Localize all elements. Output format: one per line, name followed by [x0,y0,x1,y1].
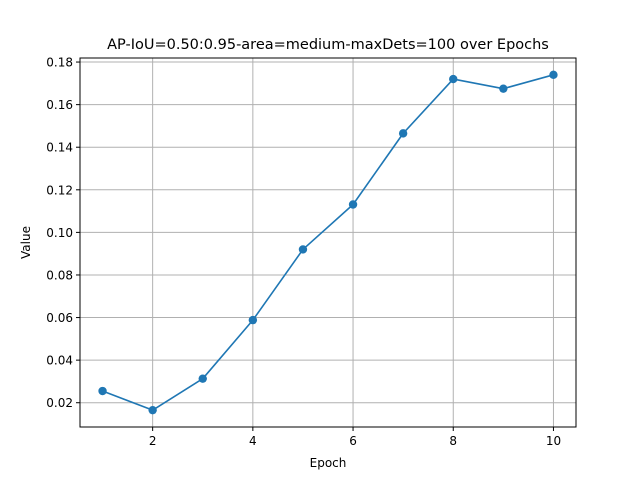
data-point [549,70,558,80]
data-point [248,315,258,325]
y-tick-label: 0.18 [46,56,73,70]
data-point [198,374,207,383]
x-axis-label: Epoch [310,456,347,470]
data-point [499,84,508,93]
plot-frame [79,57,577,428]
y-tick-label: 0.02 [46,396,73,410]
data-point [148,405,157,415]
chart-title: AP-IoU=0.50:0.95-area=medium-maxDets=100… [107,37,549,53]
y-tick-label: 0.14 [46,141,73,155]
data-point [298,245,308,254]
series [98,70,558,415]
y-axis-label: Value [19,226,33,259]
x-tick-label: 4 [249,434,257,448]
x-tick-label: 10 [546,434,561,448]
series-line [102,74,554,411]
axis-ticks: 2 4 6 8 10 0.02 0.04 0.06 0.08 0.10 0.12 0.14 0.16 0.… [46,56,561,448]
x-tick-label: 6 [349,434,357,448]
data-point [449,74,458,84]
y-tick-label: 0.12 [46,183,73,197]
grid [80,58,576,427]
y-tick-label: 0.04 [46,354,73,368]
y-tick-label: 0.06 [46,311,73,325]
y-tick-label: 0.08 [46,268,73,282]
data-point [348,200,358,209]
y-tick-label: 0.10 [46,226,73,240]
data-point [98,386,107,396]
x-tick-label: 2 [149,434,157,448]
x-tick-label: 8 [449,434,457,448]
y-tick-label: 0.16 [46,98,73,112]
data-point [398,129,408,138]
